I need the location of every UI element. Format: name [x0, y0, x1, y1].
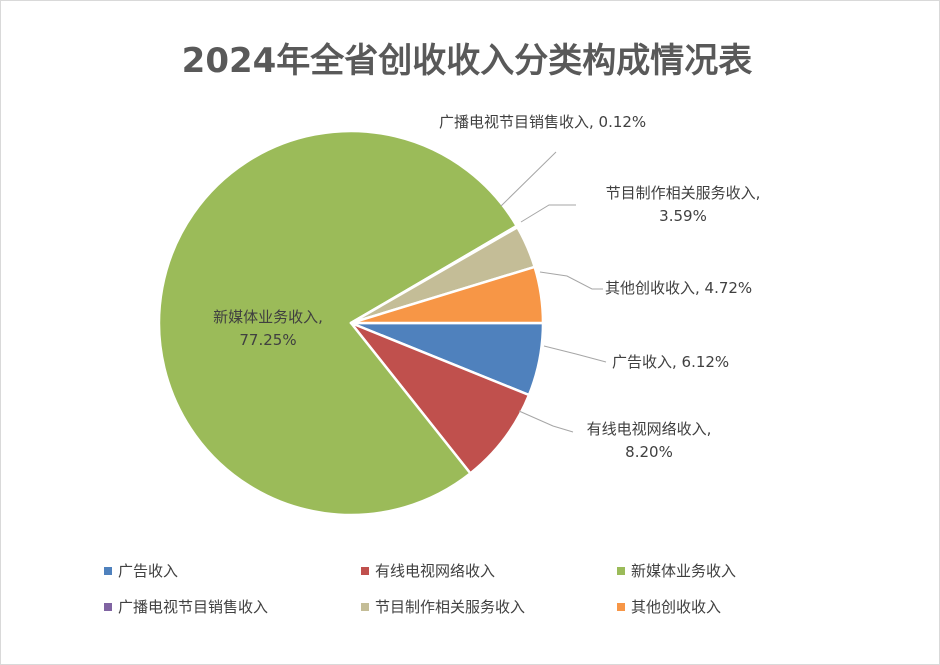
data-label-2-name: 有线电视网络收入,	[587, 420, 712, 438]
legend-label-5: 节目制作相关服务收入	[375, 598, 525, 616]
legend-label-3: 新媒体业务收入	[631, 562, 736, 580]
data-label-3-name: 新媒体业务收入,	[213, 308, 323, 326]
data-label-6: 其他创收收入, 4.72%	[605, 279, 752, 297]
leader-lines	[500, 151, 607, 433]
legend-label-1: 广告收入	[118, 562, 178, 580]
legend-swatch-6	[617, 603, 625, 611]
legend-swatch-1	[104, 567, 112, 575]
legend-swatch-3	[617, 567, 625, 575]
pie-slice-3	[157, 129, 518, 517]
pie-slices	[157, 129, 545, 517]
pie-slice-6	[349, 265, 545, 325]
legend-label-4: 广播电视节目销售收入	[118, 598, 268, 616]
data-label-1: 广告收入, 6.12%	[612, 353, 729, 371]
leader-line-5	[520, 204, 576, 223]
leader-line-4	[500, 151, 557, 207]
leader-line-6	[539, 271, 603, 290]
data-label-4: 广播电视节目销售收入, 0.12%	[439, 113, 646, 131]
data-label-2-value: 8.20%	[625, 443, 673, 461]
legend-swatch-2	[361, 567, 369, 575]
legend-swatch-5	[361, 603, 369, 611]
data-labels: 广告收入, 6.12% 有线电视网络收入, 8.20% 新媒体业务收入, 77.25% 广…	[213, 113, 760, 461]
legend-swatch-4	[104, 603, 112, 611]
legend-label-6: 其他创收收入	[631, 598, 721, 616]
leader-line-2	[518, 410, 574, 433]
legend-label-2: 有线电视网络收入	[375, 562, 495, 580]
leader-line-1	[543, 345, 607, 363]
data-label-5-name: 节目制作相关服务收入,	[606, 184, 761, 202]
data-label-5-value: 3.59%	[659, 207, 707, 225]
chart-title: 2024年全省创收收入分类构成情况表	[182, 41, 753, 81]
data-label-3-value: 77.25%	[239, 331, 296, 349]
pie-slice-2	[349, 321, 531, 475]
